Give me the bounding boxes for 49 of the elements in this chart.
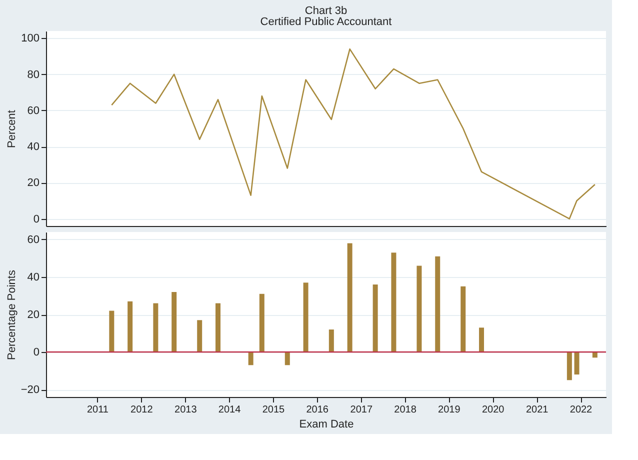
line-series: [111, 48, 596, 220]
y-axis-title: Percent: [6, 110, 18, 148]
bar: [574, 352, 580, 374]
y-tick-label: 60: [27, 234, 40, 246]
chart-subtitle: Certified Public Accountant: [260, 16, 392, 28]
bar: [215, 303, 220, 352]
y-tick-label: −20: [20, 384, 40, 396]
x-tick-label: 2017: [350, 404, 373, 416]
bar: [303, 282, 308, 352]
bar: [460, 286, 466, 352]
y-axis-title: Percentage Points: [6, 270, 18, 360]
y-tick-label: 20: [27, 309, 40, 321]
y-tick-label: 40: [27, 272, 40, 284]
bar: [197, 320, 202, 352]
bar: [391, 252, 396, 352]
bar: [284, 352, 290, 366]
x-axis-title: Exam Date: [299, 418, 354, 430]
bar: [109, 310, 114, 352]
y-tick-label: 20: [27, 177, 40, 190]
bar: [566, 352, 572, 380]
y-tick-label: 100: [21, 32, 40, 45]
bar: [259, 294, 264, 352]
y-tick-label: 60: [27, 104, 40, 117]
bar: [479, 328, 484, 352]
bar: [347, 243, 352, 352]
x-tick-label: 2013: [174, 404, 198, 416]
x-tick-label: 2022: [570, 404, 593, 416]
x-tick-label: 2018: [394, 404, 417, 416]
x-tick-label: 2015: [262, 404, 286, 416]
x-tick-label: 2021: [526, 404, 549, 416]
y-tick-label: 40: [27, 141, 40, 154]
y-tick-label: 0: [33, 213, 40, 226]
bar: [328, 330, 334, 352]
bar: [128, 301, 133, 352]
chart-title: Chart 3b: [304, 5, 348, 17]
bar: [435, 256, 440, 352]
x-tick-label: 2014: [218, 404, 242, 416]
x-tick-label: 2012: [130, 404, 154, 416]
x-tick-label: 2011: [86, 404, 109, 416]
bar: [372, 284, 378, 352]
x-tick-label: 2016: [306, 404, 329, 416]
bar: [172, 292, 177, 352]
x-tick-label: 2020: [482, 404, 505, 416]
bar: [248, 352, 254, 366]
y-tick-label: 80: [27, 68, 40, 81]
y-tick-label: 0: [33, 346, 40, 358]
x-tick-label: 2019: [438, 404, 461, 416]
bar: [416, 266, 422, 352]
bar: [153, 303, 158, 352]
